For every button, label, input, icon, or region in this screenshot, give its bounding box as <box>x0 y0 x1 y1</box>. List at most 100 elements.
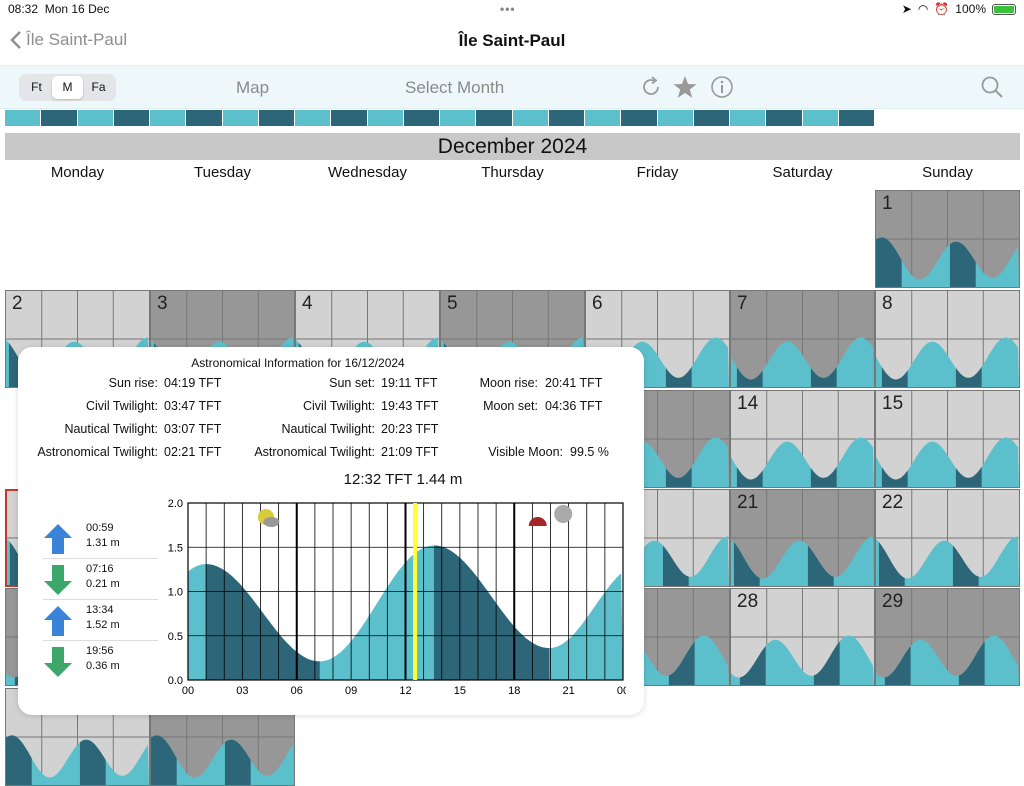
strip-segment <box>621 110 658 126</box>
x-tick-label: 15 <box>454 685 466 697</box>
back-label: Île Saint-Paul <box>26 30 128 49</box>
civil-twilight-pm-value: 19:43 TFT <box>381 399 439 413</box>
weekday-thursday: Thursday <box>481 164 544 181</box>
navigation-bar: Île Saint-Paul Île Saint-Paul <box>0 20 1024 64</box>
falling-tide-band <box>205 545 320 680</box>
day-cell-29[interactable]: 29 <box>875 588 1020 686</box>
strip-segment <box>657 110 694 126</box>
y-tick-label: 0.5 <box>168 631 183 643</box>
status-bar: 08:32 Mon 16 Dec ••• ➤ ◠ ⏰ 100% <box>0 0 1024 20</box>
mini-tide-graph <box>876 391 1019 487</box>
day-cell-1[interactable]: 1 <box>875 190 1020 288</box>
y-tick-label: 1.5 <box>168 542 183 554</box>
strip-segment <box>222 110 259 126</box>
nautical-twilight-am-label: Nautical Twilight: <box>64 422 158 436</box>
x-tick-label: 03 <box>236 685 248 697</box>
day-cell-8[interactable]: 8 <box>875 290 1020 388</box>
wifi-icon: ◠ <box>917 2 929 16</box>
info-icon[interactable] <box>709 74 735 100</box>
y-tick-label: 1.0 <box>168 587 183 599</box>
refresh-icon[interactable] <box>638 74 664 100</box>
day-cell-22[interactable]: 22 <box>875 489 1020 587</box>
day-cell-28[interactable]: 28 <box>730 588 875 686</box>
toolbar: Ft M Fa Map Select Month <box>0 65 1024 109</box>
strip-segment <box>585 110 622 126</box>
sunset-value: 19:11 TFT <box>381 376 438 390</box>
astronomical-twilight-pm-value: 21:09 TFT <box>381 445 439 459</box>
day-cell-14[interactable]: 14 <box>730 390 875 488</box>
mini-tide-graph <box>876 191 1019 287</box>
day-cell-21[interactable]: 21 <box>730 489 875 587</box>
strip-segment <box>258 110 295 126</box>
strip-segment <box>77 110 114 126</box>
month-title: December 2024 <box>5 133 1020 160</box>
battery-icon <box>992 3 1016 15</box>
strip-segment <box>295 110 332 126</box>
battery-percent: 100% <box>955 2 986 16</box>
back-button[interactable]: Île Saint-Paul <box>10 30 127 50</box>
y-tick-label: 0.0 <box>168 675 183 687</box>
tide-low-2: 19:56 0.36 m <box>43 642 158 682</box>
tide-high-2: 13:34 1.52 m <box>43 601 158 641</box>
alarm-icon: ⏰ <box>934 2 950 16</box>
strip-segment <box>367 110 404 126</box>
popup-title: Astronomical Information for 16/12/2024 <box>191 356 405 370</box>
civil-twilight-pm-label: Civil Twilight: <box>302 399 375 413</box>
strip-segment <box>730 110 767 126</box>
day-cell-7[interactable]: 7 <box>730 290 875 388</box>
y-tick-label: 2.0 <box>168 498 183 510</box>
moon-icon <box>554 505 573 523</box>
arrow-up-icon <box>44 606 72 636</box>
strip-segment <box>802 110 839 126</box>
moonset-value: 04:36 TFT <box>545 399 603 413</box>
weekday-wednesday: Wednesday <box>328 164 407 181</box>
x-tick-label: 06 <box>291 685 303 697</box>
visible-moon-value: 99.5 % <box>570 445 609 459</box>
arrow-down-icon <box>44 647 72 677</box>
astronomical-twilight-am-value: 02:21 TFT <box>164 445 222 459</box>
tide-chart[interactable]: 0.0 0.5 1.0 1.5 2.0 00 03 06 09 12 15 18 21 00 <box>156 497 626 697</box>
mini-tide-graph <box>731 589 874 685</box>
mini-tide-graph <box>876 291 1019 387</box>
strip-segment <box>186 110 223 126</box>
strip-segment <box>331 110 368 126</box>
strip-segment <box>113 110 150 126</box>
strip-segment <box>5 110 42 126</box>
star-icon[interactable] <box>672 74 698 100</box>
x-tick-label: 09 <box>345 685 357 697</box>
mini-tide-graph <box>731 291 874 387</box>
unit-fa[interactable]: Fa <box>91 80 106 94</box>
sunset-label: Sun set: <box>329 376 375 390</box>
weekday-friday: Friday <box>636 164 679 181</box>
page-title: Île Saint-Paul <box>458 31 566 50</box>
chevron-left-icon <box>10 31 21 49</box>
day-cell-15[interactable]: 15 <box>875 390 1020 488</box>
unit-m[interactable]: M <box>52 76 83 99</box>
current-tide-readout: 12:32 TFT 1.44 m <box>343 471 463 488</box>
weekday-sunday: Sunday <box>922 164 973 181</box>
map-button[interactable]: Map <box>236 78 270 97</box>
select-month-button[interactable]: Select Month <box>405 78 505 97</box>
search-icon[interactable] <box>979 74 1005 100</box>
tide-high-1: 00:59 1.31 m <box>43 519 158 559</box>
x-tick-label: 21 <box>563 685 575 697</box>
nautical-twilight-pm-label: Nautical Twilight: <box>281 422 375 436</box>
unit-ft[interactable]: Ft <box>31 80 42 94</box>
x-tick-label: 00 <box>182 685 194 697</box>
tide-low-1: 07:16 0.21 m <box>43 560 158 600</box>
plot-frame <box>187 502 624 681</box>
arrow-up-icon <box>44 524 72 554</box>
arrow-down-icon <box>44 565 72 595</box>
strip-segment <box>41 110 78 126</box>
x-tick-label: 00 <box>617 685 626 697</box>
x-tick-label: 12 <box>399 685 411 697</box>
sunrise-label: Sun rise: <box>108 376 158 390</box>
multitask-dots[interactable]: ••• <box>500 2 516 16</box>
strip-segment <box>838 110 875 126</box>
weekday-tuesday: Tuesday <box>194 164 251 181</box>
location-icon: ➤ <box>901 2 912 16</box>
weekday-monday: Monday <box>50 164 105 181</box>
unit-selector[interactable]: Ft M Fa <box>19 74 116 101</box>
x-tick-label: 18 <box>508 685 520 697</box>
moonrise-label: Moon rise: <box>479 376 538 390</box>
